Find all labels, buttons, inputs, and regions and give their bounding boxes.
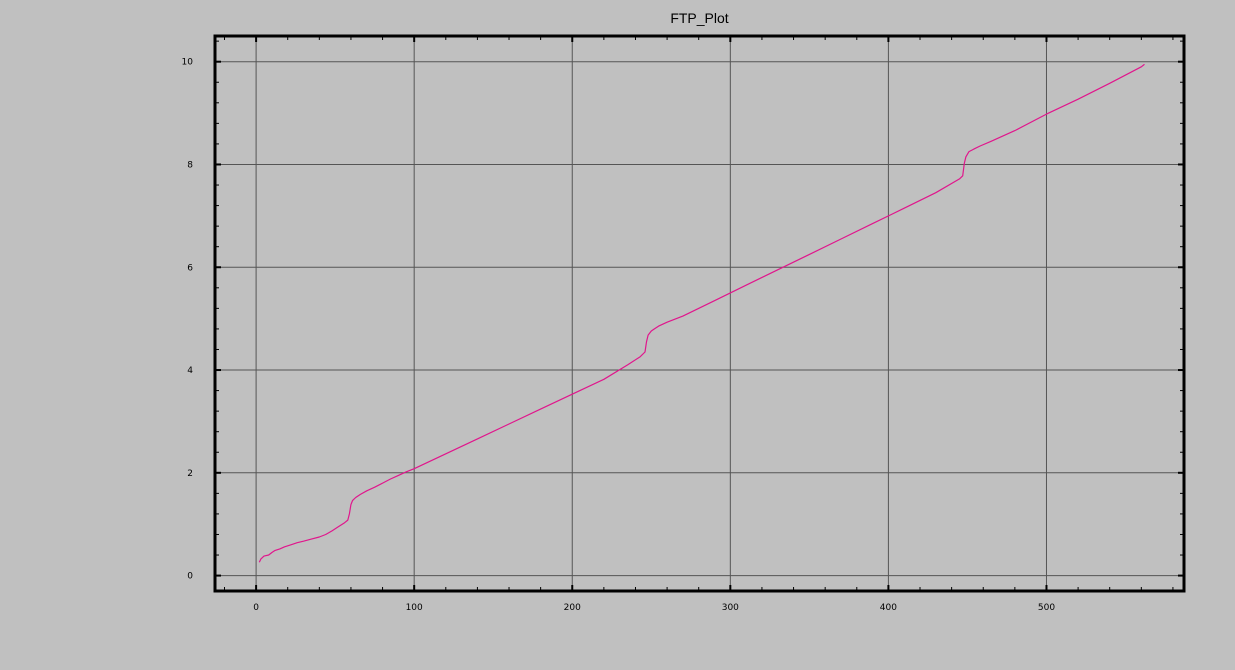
x-tick-label: 200 (564, 603, 581, 613)
y-axis-tick-labels: 0 2 4 6 8 10 (182, 58, 194, 582)
x-axis-tick-labels: 0 100 200 300 400 500 (253, 603, 1055, 613)
grid-layer (215, 36, 1184, 591)
y-tick-label: 10 (182, 58, 194, 68)
y-tick-label: 2 (187, 469, 193, 479)
x-tick-label: 500 (1038, 603, 1055, 613)
series-layer (258, 63, 1145, 563)
y-tick-label: 4 (187, 366, 193, 376)
plot-area (213, 34, 1186, 593)
x-tick-label: 400 (880, 603, 897, 613)
minor-ticks (215, 36, 1184, 591)
x-tick-label: 300 (722, 603, 739, 613)
y-tick-label: 8 (187, 160, 193, 170)
x-tick-label: 100 (406, 603, 423, 613)
chart-title: FTP_Plot (670, 10, 728, 26)
y-tick-label: 0 (187, 572, 193, 582)
series-line-0 (258, 63, 1145, 563)
y-tick-label: 6 (187, 263, 193, 273)
x-tick-label: 0 (253, 603, 259, 613)
